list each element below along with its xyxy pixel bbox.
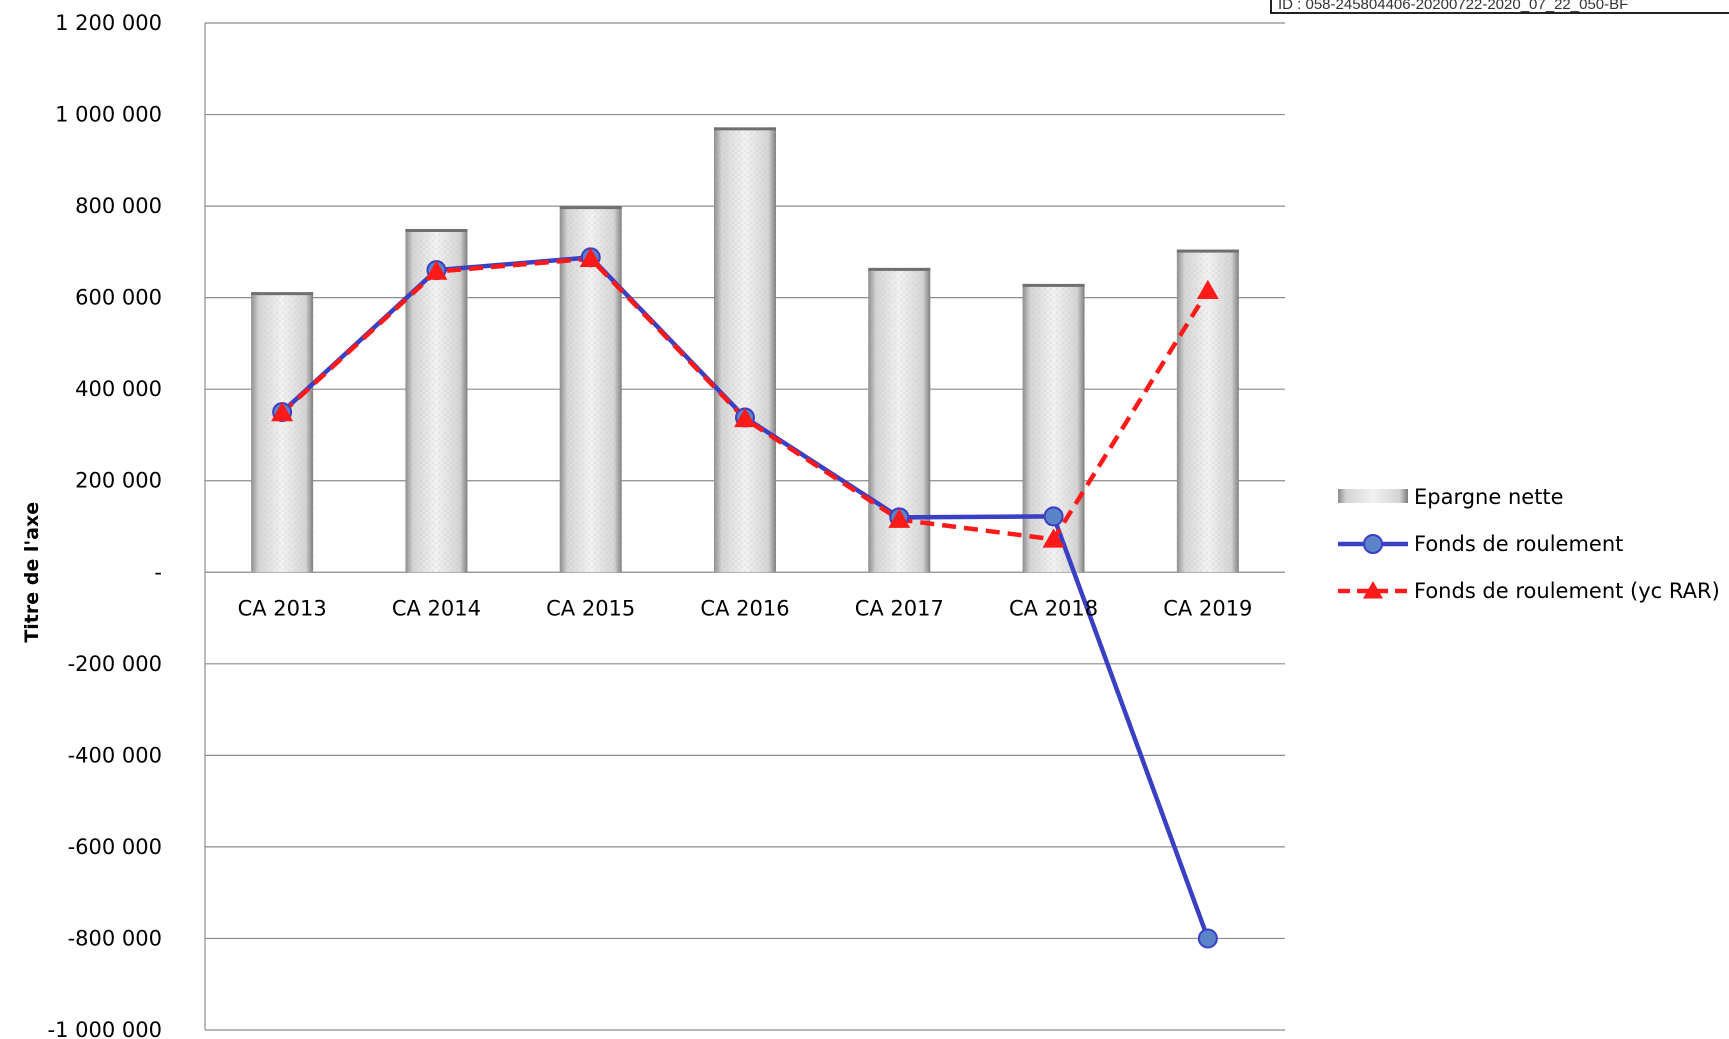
- legend-label: Fonds de roulement (yc RAR): [1414, 579, 1720, 603]
- bar: [405, 228, 468, 573]
- data-point-triangle: [1042, 528, 1065, 548]
- data-point-triangle: [888, 508, 911, 528]
- legend-item: Fonds de roulement: [1338, 532, 1623, 556]
- x-tick-label: CA 2013: [238, 596, 327, 620]
- y-tick-label: 200 000: [75, 469, 162, 493]
- y-tick-label: 1 200 000: [55, 11, 162, 35]
- data-point-triangle: [271, 401, 294, 422]
- gridlines: [205, 22, 1285, 1031]
- line-series: [271, 247, 1219, 949]
- bar: [714, 127, 776, 573]
- legend-label: Fonds de roulement: [1414, 532, 1623, 556]
- y-tick-label: -600 000: [68, 835, 162, 859]
- bar-texture: [714, 127, 776, 573]
- data-point-circle: [1197, 928, 1218, 949]
- x-tick-label: CA 2017: [855, 596, 944, 620]
- y-tick-label: -400 000: [68, 743, 162, 767]
- y-tick-label: -800 000: [68, 926, 162, 950]
- document-id-stamp: ID : 058-245804406-20200722-2020_07_22_0…: [1270, 0, 1729, 14]
- bar-texture: [405, 228, 468, 573]
- bar-top-edge: [868, 267, 931, 271]
- y-tick-label: 600 000: [75, 286, 162, 310]
- x-tick-label: CA 2016: [700, 596, 789, 620]
- y-tick-label: -1 000 000: [48, 1018, 162, 1039]
- data-point-triangle: [734, 407, 756, 428]
- y-axis-title: Titre de l'axe: [21, 502, 43, 643]
- legend: Epargne nette Fonds de roulement Fonds de …: [1338, 485, 1720, 603]
- data-point-triangle: [425, 260, 448, 280]
- data-point-triangle: [579, 247, 602, 267]
- bar-top-edge: [714, 127, 776, 131]
- x-tick-label: CA 2014: [392, 596, 481, 620]
- y-tick-label: -: [154, 560, 162, 584]
- bar: [251, 292, 314, 573]
- y-tick-label: 800 000: [75, 194, 162, 218]
- x-tick-label: CA 2015: [546, 596, 635, 620]
- x-tick-label: CA 2018: [1009, 596, 1098, 620]
- legend-swatch-marker: [1363, 534, 1383, 554]
- bar-top-edge: [559, 206, 622, 210]
- data-point-circle: [1043, 506, 1064, 527]
- axes: 1 200 000 1 000 000 800 000 600 000 400 000 2…: [21, 11, 1252, 1039]
- bar-texture: [251, 292, 314, 573]
- bar-top-edge: [1022, 283, 1085, 287]
- x-tick-label: CA 2019: [1163, 596, 1252, 620]
- legend-swatch-bar: [1338, 489, 1408, 503]
- bar-series-epargne-nette: [251, 127, 1239, 573]
- legend-label: Epargne nette: [1414, 485, 1564, 509]
- y-tick-label: 1 000 000: [55, 103, 162, 127]
- legend-item: Fonds de roulement (yc RAR): [1338, 579, 1720, 603]
- bar-top-edge: [1176, 249, 1239, 253]
- bar-texture: [1176, 249, 1239, 573]
- bar: [1176, 249, 1239, 573]
- y-tick-label: 400 000: [75, 377, 162, 401]
- legend-item: Epargne nette: [1338, 485, 1564, 509]
- bar-top-edge: [405, 228, 468, 232]
- legend-swatch-marker: [1363, 581, 1383, 599]
- data-point-triangle: [1196, 279, 1219, 300]
- bar-top-edge: [251, 292, 314, 296]
- y-tick-label: -200 000: [68, 652, 162, 676]
